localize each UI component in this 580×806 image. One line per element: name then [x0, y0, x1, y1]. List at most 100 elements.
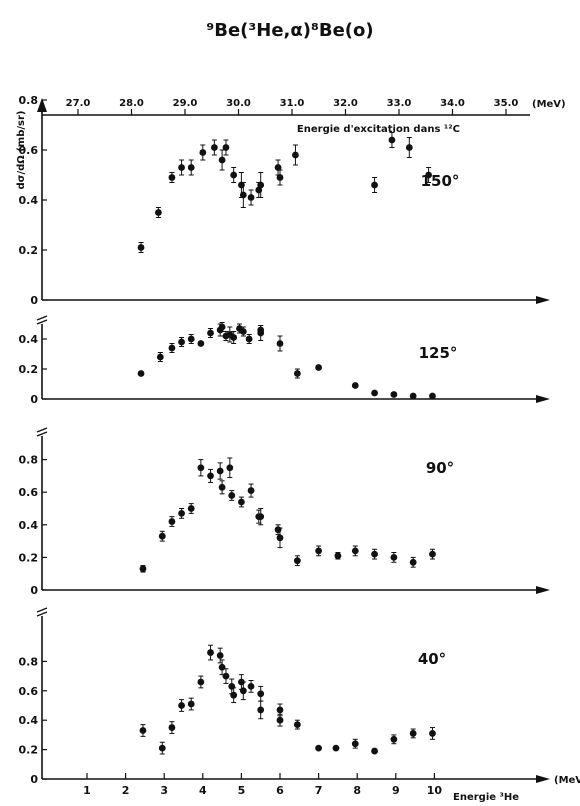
data-point	[168, 724, 176, 731]
data-point	[187, 700, 195, 708]
data-point	[257, 181, 265, 189]
data-point	[315, 547, 322, 555]
data-point	[276, 716, 284, 724]
data-point	[168, 344, 176, 352]
data-point	[425, 171, 433, 179]
data-point	[178, 509, 185, 517]
data-point	[429, 392, 436, 400]
axis-break-mark	[36, 315, 48, 321]
y-tick-label: 0	[30, 294, 38, 307]
data-point	[230, 334, 238, 341]
data-point	[218, 663, 226, 671]
data-point	[274, 164, 282, 171]
data-point	[390, 391, 398, 398]
y-tick-label: 0.8	[19, 94, 39, 107]
data-point	[239, 687, 247, 695]
y-tick-label: 0.2	[19, 551, 39, 564]
x-tick-label: 2	[122, 784, 130, 797]
y-tick-label: 0.6	[19, 685, 39, 698]
data-point	[257, 706, 265, 714]
data-point	[239, 191, 247, 199]
top-tick-label: 32.0	[333, 98, 358, 109]
data-point	[199, 149, 207, 156]
data-point	[137, 370, 145, 377]
top-tick-label: 35.0	[494, 98, 519, 109]
data-point	[187, 335, 195, 343]
data-point	[207, 649, 214, 656]
x-tick-label: 7	[315, 784, 323, 797]
top-tick-label: 33.0	[387, 98, 412, 109]
data-point	[371, 389, 378, 397]
axis-break-mark	[36, 431, 48, 437]
data-point	[230, 171, 238, 179]
x-tick-label: 9	[392, 784, 400, 797]
x-tick-label: 4	[199, 784, 207, 797]
x-tick-label: 1	[83, 784, 91, 797]
y-tick-label: 0.4	[19, 714, 39, 727]
y-axis-arrow	[37, 98, 47, 112]
data-point	[276, 534, 284, 542]
data-point	[371, 747, 378, 755]
data-point	[409, 558, 417, 566]
data-point	[293, 370, 301, 377]
axis-break-mark	[36, 611, 48, 617]
chart-title: ⁹Be(³He,α)⁸Be(o)	[206, 20, 373, 41]
data-point	[137, 244, 145, 251]
top-tick-label: 29.0	[173, 98, 198, 109]
data-point	[139, 565, 147, 573]
data-point	[210, 144, 218, 151]
y-tick-label: 0.4	[19, 194, 39, 207]
data-point	[197, 464, 205, 472]
data-point	[187, 505, 195, 512]
data-point	[276, 706, 284, 714]
data-point	[207, 329, 214, 337]
top-axis-unit: (MeV)	[532, 99, 566, 110]
data-point	[226, 464, 234, 472]
data-point	[429, 730, 436, 737]
data-point	[197, 678, 205, 686]
bottom-axis-label: Energie ³He	[453, 792, 519, 802]
y-tick-label: 0.8	[19, 454, 39, 467]
top-axis-ticks: 27.0 28.0 29.0 30.0 31.0 32.0 33.0 34.0 35.0	[66, 98, 519, 115]
data-point	[247, 194, 255, 201]
data-point	[216, 467, 224, 475]
y-tick-label: 0.2	[19, 244, 39, 257]
data-point	[218, 156, 226, 164]
x-tick-label: 3	[160, 784, 168, 797]
data-point	[216, 652, 224, 659]
data-point	[429, 550, 436, 558]
data-point	[388, 136, 396, 144]
x-tick-label: 8	[353, 784, 361, 797]
data-point	[315, 744, 322, 752]
data-point	[351, 547, 359, 555]
data-point	[293, 557, 301, 565]
top-axis-label: Energie d'excitation dans ¹²C	[297, 124, 460, 135]
panel-1: 0 0.2 0.4 125°	[19, 315, 550, 406]
data-point	[390, 735, 398, 743]
data-point	[218, 483, 226, 491]
data-point	[239, 328, 247, 335]
data-point	[257, 690, 265, 698]
data-point	[222, 144, 230, 151]
x-axis-arrow	[536, 395, 550, 403]
data-point	[218, 323, 226, 331]
axis-break-mark	[36, 607, 48, 613]
data-point	[276, 174, 284, 181]
data-point	[158, 532, 166, 540]
panels: 00.20.40.60.8150°00.20.4125°00.20.40.60.…	[19, 94, 550, 786]
x-axis-arrow	[536, 586, 550, 594]
x-tick-label: 10	[427, 784, 443, 797]
data-point	[409, 392, 417, 400]
data-point	[178, 338, 185, 346]
data-point	[238, 498, 245, 506]
data-point	[178, 164, 185, 171]
data-point	[293, 721, 301, 729]
x-tick-label: 5	[238, 784, 246, 797]
data-point	[315, 364, 322, 371]
data-point	[139, 727, 147, 734]
data-point	[334, 552, 342, 560]
top-tick-label: 30.0	[226, 98, 251, 109]
axis-break-mark	[36, 427, 48, 433]
y-tick-label: 0.6	[19, 144, 39, 157]
